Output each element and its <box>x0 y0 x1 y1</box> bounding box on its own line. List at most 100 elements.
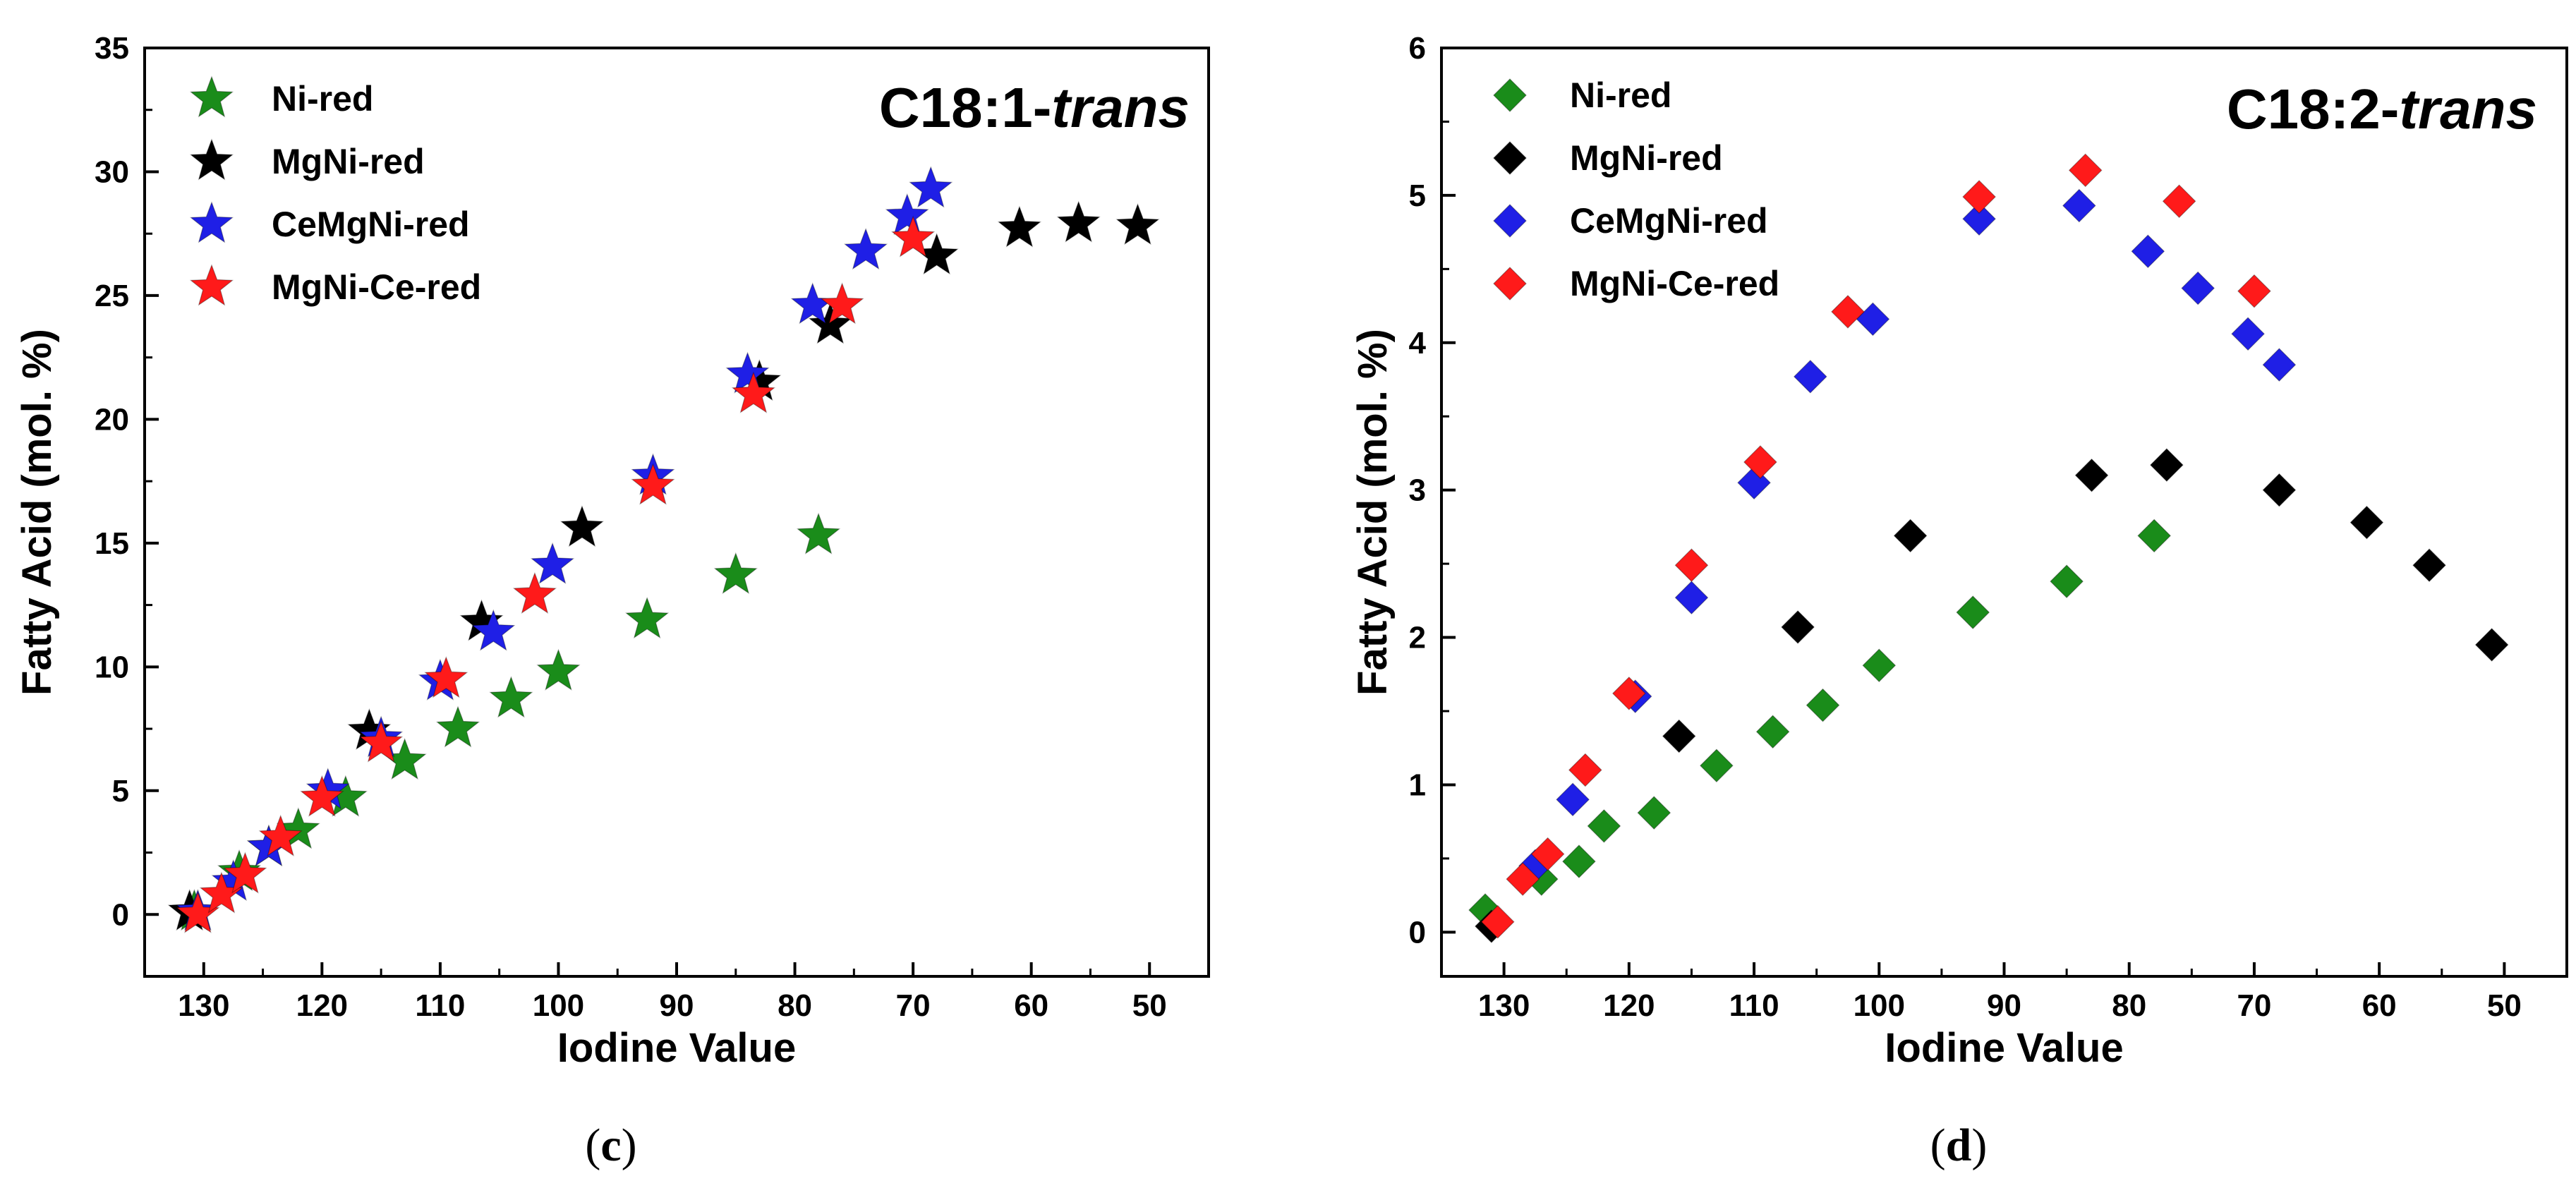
data-point-cemgni-red <box>471 609 516 651</box>
data-point-cemgni-red <box>909 166 953 208</box>
y-tick-label: 25 <box>95 279 129 313</box>
y-tick-label: 20 <box>95 402 129 437</box>
data-point-mgni-ce-red <box>359 720 404 763</box>
series-mgni-red <box>167 200 1160 931</box>
x-tick-label: 60 <box>2362 988 2397 1023</box>
data-point-ni-red <box>713 552 758 594</box>
legend: Ni-red MgNi-red CeMgNi-red MgNi-Ce-red <box>189 75 481 307</box>
data-point-cemgni-red <box>725 351 770 394</box>
y-tick-label: 0 <box>112 897 129 932</box>
legend-marker-ni-red <box>1493 78 1527 112</box>
data-point-mgni-red <box>1056 200 1101 243</box>
y-tick-label: 5 <box>1409 178 1426 213</box>
chart-title-italic: trans <box>2399 78 2537 140</box>
data-point-cemgni-red <box>1674 581 1709 615</box>
legend-label-mgni-ce-red: MgNi-Ce-red <box>272 267 481 307</box>
data-point-ni-red <box>1637 796 1671 830</box>
data-point-ni-red <box>625 596 670 639</box>
series-mgni-red <box>1475 448 2509 943</box>
y-tick-label: 2 <box>1409 621 1426 655</box>
data-point-mgni-ce-red <box>512 571 557 614</box>
x-axis-title: Iodine Value <box>557 1025 796 1071</box>
data-point-mgni-ce-red <box>1480 904 1515 939</box>
data-point-mgni-ce-red <box>2162 184 2196 219</box>
chart-title-main: C18:1- <box>879 76 1052 139</box>
x-tick-label: 120 <box>1603 988 1655 1023</box>
y-tick-label: 3 <box>1409 473 1426 508</box>
legend-label-ni-red: Ni-red <box>272 79 373 119</box>
x-tick-label: 110 <box>415 988 465 1023</box>
data-point-cemgni-red <box>885 193 929 236</box>
y-tick-label: 0 <box>1409 915 1426 950</box>
data-point-mgni-ce-red <box>1506 862 1540 896</box>
data-point-mgni-ce-red <box>631 463 675 505</box>
legend-marker-mgni-red <box>189 138 234 181</box>
data-point-cemgni-red <box>2181 271 2215 305</box>
data-point-mgni-ce-red <box>1743 445 1777 479</box>
y-axis-title: Fatty Acid (mol. %) <box>14 329 60 696</box>
x-tick-label: 100 <box>533 988 584 1023</box>
data-point-ni-red <box>1755 715 1790 749</box>
data-point-ni-red <box>536 648 581 691</box>
chart-title-italic: trans <box>1051 76 1190 139</box>
panel-label: (d) <box>1930 1120 1988 1171</box>
y-tick-label: 10 <box>95 650 129 684</box>
data-point-mgni-ce-red <box>1530 837 1565 871</box>
y-tick-label: 1 <box>1409 768 1426 802</box>
legend-marker-cemgni-red <box>1493 204 1527 238</box>
y-axis-title: Fatty Acid (mol. %) <box>1350 329 1396 696</box>
data-point-mgni-red <box>2074 458 2109 492</box>
data-point-ni-red <box>1587 809 1621 843</box>
data-point-mgni-red <box>1893 519 1928 553</box>
data-point-mgni-ce-red <box>1831 295 1865 329</box>
data-point-cemgni-red <box>2262 348 2297 382</box>
data-point-mgni-ce-red <box>424 656 468 698</box>
data-point-cemgni-red <box>843 228 888 270</box>
series-cemgni-red <box>176 166 953 931</box>
data-point-cemgni-red <box>530 542 575 584</box>
x-tick-label: 90 <box>1987 988 2021 1023</box>
data-point-mgni-red <box>2150 448 2184 483</box>
data-point-mgni-red <box>2350 505 2384 540</box>
x-tick-label: 50 <box>2487 988 2522 1023</box>
series-mgni-ce-red <box>1480 153 2271 939</box>
y-tick-label: 30 <box>95 154 129 189</box>
x-tick-label: 130 <box>178 988 229 1023</box>
data-point-ni-red <box>489 676 533 718</box>
legend-marker-mgni-red <box>1493 141 1527 175</box>
x-tick-label: 50 <box>1132 988 1167 1023</box>
data-point-ni-red <box>796 512 841 554</box>
legend-label-mgni-red: MgNi-red <box>1570 138 1723 178</box>
data-point-mgni-red <box>2474 628 2509 662</box>
data-point-mgni-ce-red <box>891 215 936 257</box>
data-point-mgni-ce-red <box>2237 274 2271 308</box>
data-point-mgni-ce-red <box>223 851 267 894</box>
data-point-ni-red <box>435 705 480 748</box>
legend-label-mgni-red: MgNi-red <box>272 142 425 181</box>
data-point-mgni-ce-red <box>1674 548 1709 583</box>
data-point-ni-red <box>1862 648 1897 683</box>
legend-marker-mgni-ce-red <box>189 264 234 306</box>
x-tick-label: 70 <box>2237 988 2271 1023</box>
data-point-mgni-ce-red <box>1962 180 1996 214</box>
data-point-cemgni-red <box>1962 202 1996 236</box>
x-tick-label: 110 <box>1729 988 1779 1023</box>
legend-label-ni-red: Ni-red <box>1570 75 1671 115</box>
data-point-mgni-red <box>1781 610 1815 644</box>
data-point-mgni-red <box>1115 202 1160 246</box>
legend-marker-ni-red <box>189 75 234 118</box>
data-point-mgni-ce-red <box>820 282 864 325</box>
y-tick-label: 4 <box>1409 326 1427 360</box>
data-point-cemgni-red <box>2231 317 2265 351</box>
x-tick-label: 90 <box>660 988 694 1023</box>
chart-title: C18:2-trans <box>2227 78 2537 140</box>
data-point-mgni-red <box>1662 719 1696 753</box>
data-point-mgni-ce-red <box>300 775 344 817</box>
data-point-mgni-ce-red <box>1568 753 1602 787</box>
data-point-mgni-ce-red <box>731 371 776 413</box>
data-point-cemgni-red <box>1737 466 1771 500</box>
x-tick-label: 130 <box>1478 988 1530 1023</box>
legend-marker-mgni-ce-red <box>1493 267 1527 301</box>
legend-label-mgni-ce-red: MgNi-Ce-red <box>1570 264 1779 303</box>
